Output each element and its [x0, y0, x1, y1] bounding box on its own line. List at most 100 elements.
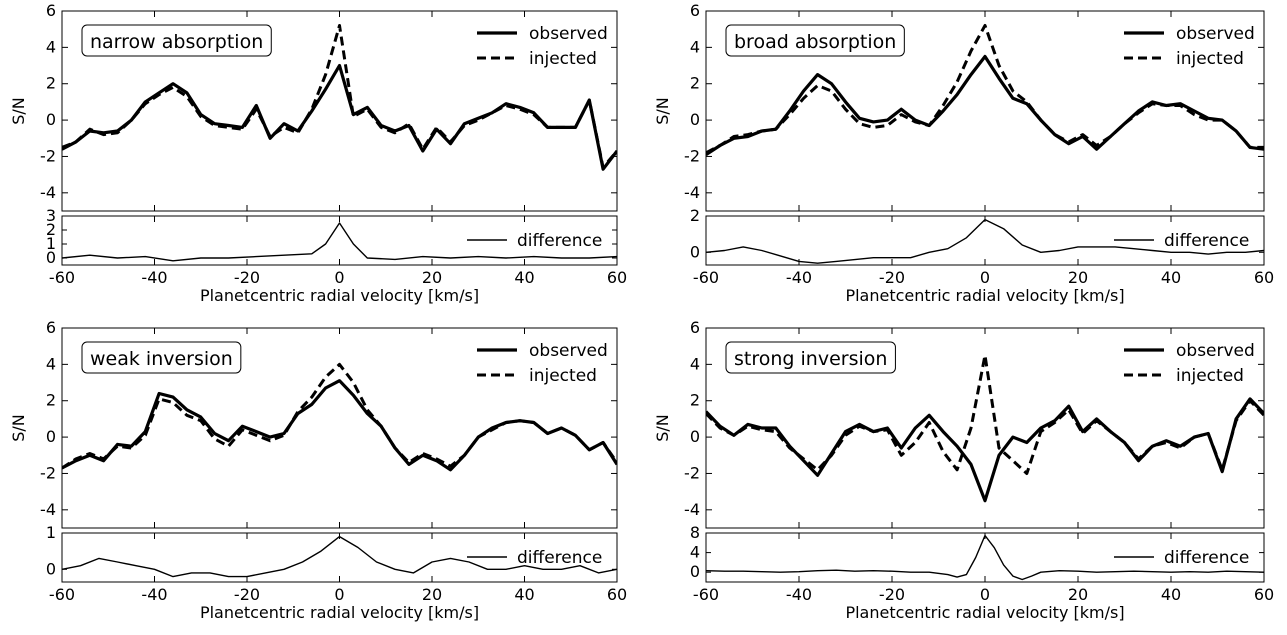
x-tick-label: 40 — [514, 585, 534, 604]
y-tick-label: 0 — [46, 110, 56, 129]
x-tick-label: -60 — [693, 585, 719, 604]
residual-y-tick-label: 1 — [46, 523, 56, 542]
residual-y-tick-label: 0 — [690, 562, 700, 581]
panel-3: -60 -40 -20 0 20 40 60-4-2024601Planetcentric … — [9, 318, 627, 622]
y-tick-label: -4 — [684, 500, 700, 519]
residual-y-tick-label: 8 — [690, 523, 700, 542]
panel-1: -60 -40 -20 0 20 40 60-4-202460123Planetcentri… — [9, 1, 627, 305]
panel-title-box — [81, 24, 272, 57]
x-tick-label: 60 — [1254, 585, 1274, 604]
y-tick-label: 6 — [690, 318, 700, 337]
x-tick-label: 60 — [607, 268, 627, 287]
legend-label-injected: injected — [1176, 366, 1244, 386]
x-tick-label: -60 — [693, 268, 719, 287]
y-axis-label: S/N — [9, 414, 28, 442]
y-tick-label: -2 — [40, 463, 56, 482]
x-tick-label: 40 — [514, 268, 534, 287]
series-injected-line — [706, 353, 1264, 475]
x-axis-label: Planetcentric radial velocity [km/s] — [845, 286, 1124, 305]
y-tick-label: 6 — [690, 1, 700, 20]
panel-title-box — [725, 341, 896, 374]
x-tick-label: -20 — [234, 585, 260, 604]
residual-y-tick-label: 0 — [46, 248, 56, 267]
y-tick-label: 2 — [690, 74, 700, 93]
legend-label-difference: difference — [1164, 231, 1249, 251]
legend-label-difference: difference — [517, 231, 602, 251]
y-tick-label: 4 — [46, 354, 56, 373]
x-tick-label: 20 — [1068, 268, 1088, 287]
residual-y-tick-label: 4 — [690, 543, 700, 562]
y-tick-label: 2 — [690, 391, 700, 410]
x-tick-label: 60 — [1254, 268, 1274, 287]
x-tick-label: 20 — [422, 268, 442, 287]
y-tick-label: 2 — [46, 74, 56, 93]
x-tick-label: 0 — [334, 268, 344, 287]
y-tick-label: 4 — [690, 37, 700, 56]
x-tick-label: -40 — [141, 268, 167, 287]
panel-4: -60 -40 -20 0 20 40 60-4-20246048Planetcentric… — [653, 318, 1274, 622]
residual-y-tick-label: 3 — [46, 206, 56, 225]
series-difference-line — [62, 222, 617, 262]
legend-label-injected: injected — [529, 366, 597, 386]
x-tick-label: -20 — [234, 268, 260, 287]
x-tick-label: 20 — [1068, 585, 1088, 604]
panel-title-box — [81, 341, 242, 374]
x-tick-label: -20 — [879, 585, 905, 604]
residual-y-tick-label: 0 — [46, 559, 56, 578]
panel-title-box — [725, 24, 905, 57]
y-tick-label: 4 — [690, 354, 700, 373]
legend-label-difference: difference — [517, 548, 602, 568]
x-axis-label: Planetcentric radial velocity [km/s] — [845, 603, 1124, 622]
x-tick-label: -40 — [786, 268, 812, 287]
x-tick-label: 40 — [1161, 585, 1181, 604]
y-tick-label: 6 — [46, 1, 56, 20]
y-axis-label: S/N — [653, 414, 672, 442]
y-axis-label: S/N — [653, 97, 672, 125]
y-tick-label: 0 — [46, 427, 56, 446]
x-tick-label: 40 — [1161, 268, 1181, 287]
panel-title: broad absorption — [734, 31, 896, 53]
legend-label-difference: difference — [1164, 548, 1249, 568]
residual-y-tick-label: 0 — [690, 242, 700, 261]
x-tick-label: -40 — [786, 585, 812, 604]
y-tick-label: -2 — [684, 146, 700, 165]
x-axis-label: Planetcentric radial velocity [km/s] — [200, 286, 479, 305]
legend-label-observed: observed — [529, 24, 608, 44]
legend-label-injected: injected — [1176, 49, 1244, 69]
x-tick-label: 60 — [607, 585, 627, 604]
y-tick-label: 2 — [46, 391, 56, 410]
series-difference-line — [706, 534, 1264, 581]
legend-label-injected: injected — [529, 49, 597, 69]
series-observed-line — [706, 54, 1264, 156]
series-injected-line — [706, 24, 1264, 155]
panel-title: weak inversion — [90, 348, 233, 370]
x-tick-label: -20 — [879, 268, 905, 287]
y-tick-label: -4 — [684, 183, 700, 202]
panel-title: strong inversion — [734, 348, 887, 370]
x-tick-label: -60 — [49, 585, 75, 604]
y-tick-label: -2 — [684, 463, 700, 482]
residual-y-tick-label: 1 — [46, 234, 56, 253]
y-tick-label: -4 — [40, 500, 56, 519]
y-tick-label: 0 — [690, 110, 700, 129]
y-tick-label: -2 — [40, 146, 56, 165]
y-axis-label: S/N — [9, 97, 28, 125]
y-tick-label: 0 — [690, 427, 700, 446]
panel-title: narrow absorption — [90, 31, 263, 53]
x-tick-label: 0 — [334, 585, 344, 604]
x-axis-label: Planetcentric radial velocity [km/s] — [200, 603, 479, 622]
x-tick-label: 0 — [980, 268, 990, 287]
series-observed-line — [62, 379, 617, 472]
legend-label-observed: observed — [1176, 24, 1255, 44]
x-tick-label: 20 — [422, 585, 442, 604]
legend-label-observed: observed — [529, 341, 608, 361]
series-injected-line — [62, 362, 617, 470]
x-tick-label: -40 — [141, 585, 167, 604]
x-tick-label: 0 — [980, 585, 990, 604]
residual-y-tick-label: 2 — [690, 206, 700, 225]
series-observed-line — [62, 63, 617, 171]
y-tick-label: -4 — [40, 183, 56, 202]
residual-y-tick-label: 2 — [46, 220, 56, 239]
legend-label-observed: observed — [1176, 341, 1255, 361]
